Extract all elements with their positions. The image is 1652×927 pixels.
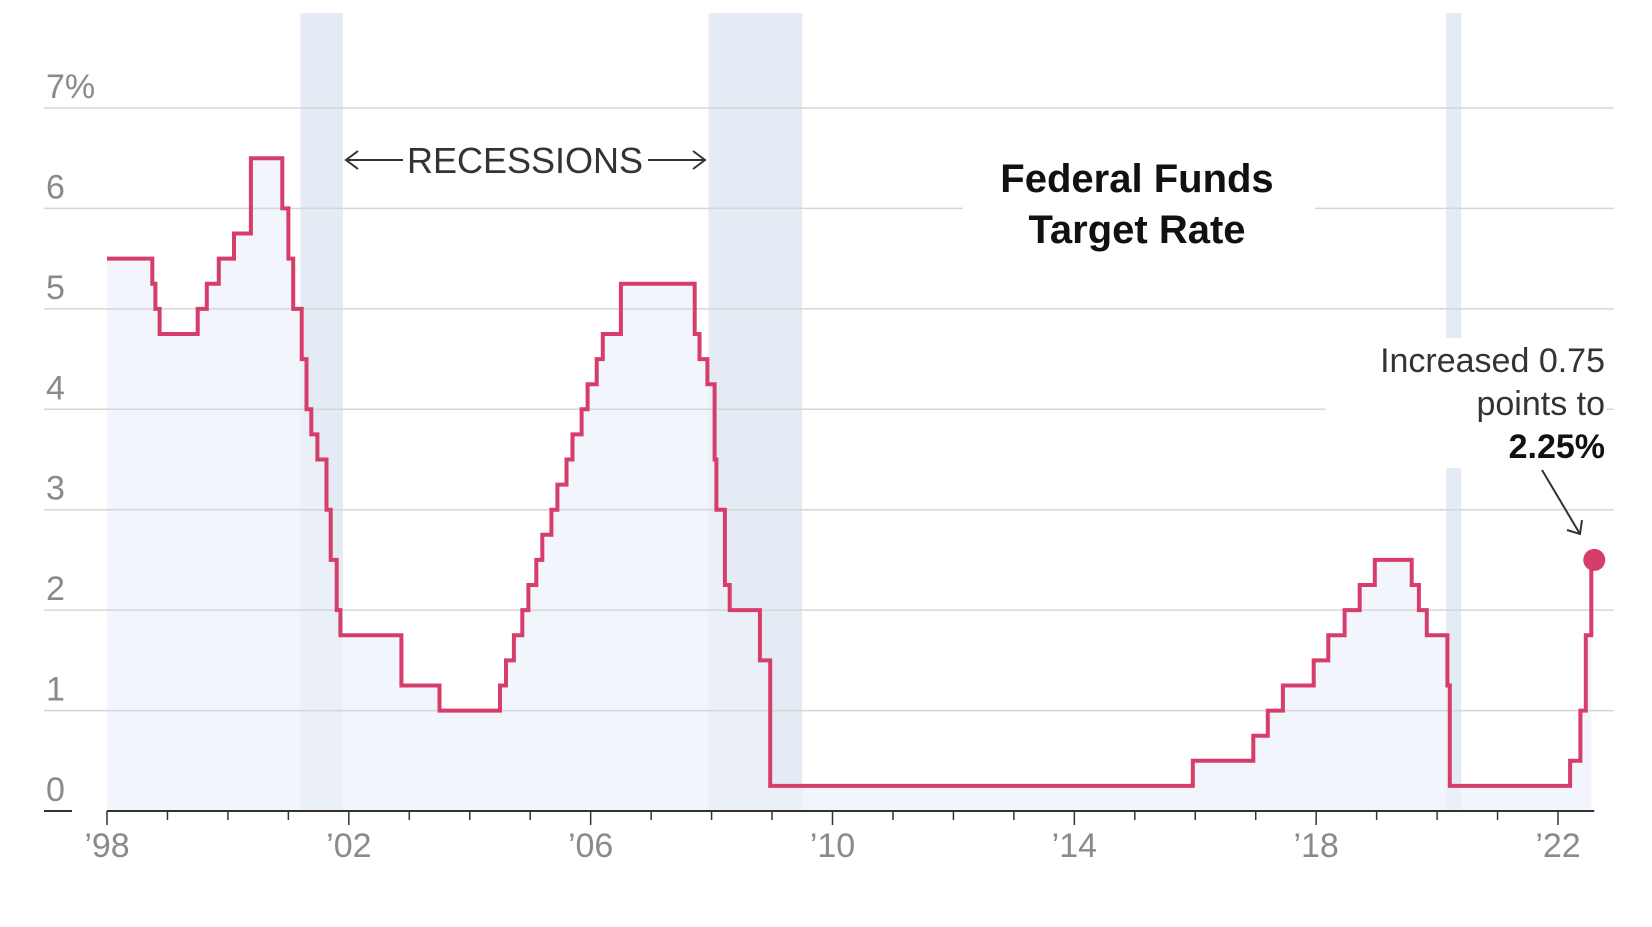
annotation-arrow-line [1541,469,1581,535]
y-tick-label-6: 6 [46,168,65,206]
annotation-arrow-head [1566,519,1583,536]
end-marker-group [1583,548,1606,571]
rate-line [107,156,1594,788]
x-tick-label-2018: ’18 [1293,827,1338,865]
annotation-backing [1325,338,1607,468]
y-tick-label-5: 5 [46,269,65,307]
y-axis: 7% 6 5 4 3 2 1 0 [44,68,95,812]
title-backing [963,150,1315,260]
recessions-label: RECESSIONS [407,140,643,181]
x-tick-label-2014: ’14 [1052,827,1097,865]
rate-series-line [107,156,1594,788]
recessions-arrow-right-head [692,150,707,170]
end-point-marker [1583,548,1606,571]
x-tick-label-2002: ’02 [326,827,371,865]
area-fill [107,158,1592,811]
chart-title-line-2: Target Rate [1028,208,1245,252]
annotation-value: 2.25% [1509,428,1605,466]
x-tick-label-1998: ’98 [84,827,129,865]
x-axis: ’98 ’02 ’06 ’10 ’14 ’18 ’22 [84,810,1595,865]
y-tick-label-2: 2 [46,570,65,608]
annotation-line-2: points to [1476,385,1605,423]
x-tick-label-2022: ’22 [1535,827,1580,865]
y-tick-label-0: 0 [46,771,65,809]
recessions-arrow-left-head [344,150,359,170]
x-tick-label-2010: ’10 [810,827,855,865]
chart-title-line-1: Federal Funds [1000,157,1273,201]
y-tick-label-3: 3 [46,470,65,508]
annotation-line-1: Increased 0.75 [1380,342,1605,380]
y-tick-label-7: 7% [46,68,95,106]
y-tick-label-1: 1 [46,671,65,709]
area-under-line [107,158,1592,811]
y-tick-label-4: 4 [46,369,65,407]
x-tick-label-2006: ’06 [568,827,613,865]
